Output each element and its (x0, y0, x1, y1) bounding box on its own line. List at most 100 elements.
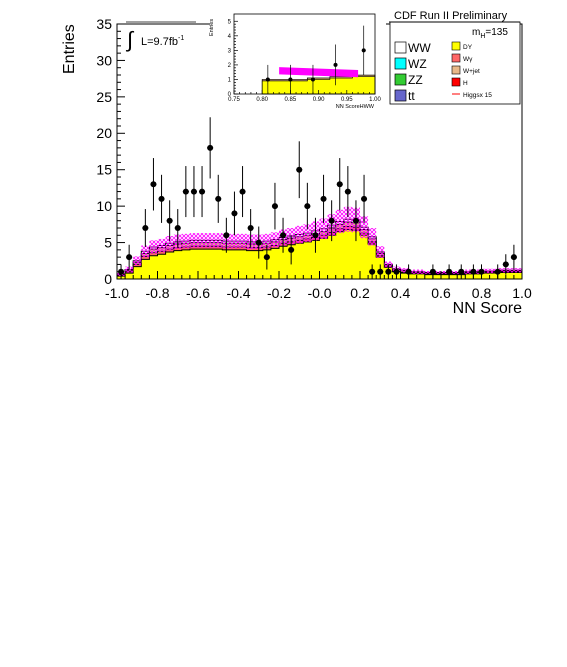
svg-text:L=9.7fb-1: L=9.7fb-1 (141, 35, 184, 48)
uncertainty-bin (230, 233, 239, 249)
uncertainty-bin (198, 233, 207, 248)
uncertainty-bin (489, 268, 498, 274)
x-tick-label: 0.95 (341, 97, 353, 103)
data-point (280, 217, 287, 253)
inset-y-axis: 0 1 2 3 4 5 (228, 19, 238, 98)
uncertainty-bin (181, 233, 190, 249)
uncertainty-bin (376, 246, 385, 258)
uncertainty-bin (206, 233, 215, 248)
legend-entry-higgsx-15: Higgsx 15 (452, 92, 492, 99)
uncertainty-bin (303, 224, 312, 242)
uncertainty-bin (295, 225, 304, 244)
legend-right-column: DY Wγ W+jet H Higgsx 15 (451, 41, 492, 99)
y-axis-label: Entries (61, 24, 78, 74)
y-tick-label: 5 (228, 19, 232, 25)
legend-swatch (451, 65, 461, 75)
uncertainty-bin (481, 268, 490, 274)
uncertainty-bin (157, 238, 166, 253)
legend-entry-tt: tt (394, 89, 415, 103)
y-tick-label: 3 (228, 48, 232, 54)
uncertainty-bin (384, 261, 393, 268)
data-point (328, 200, 335, 242)
uncertainty-bin (513, 268, 522, 273)
data-point (182, 166, 189, 218)
x-tick-label: 0.8 (472, 285, 492, 301)
uncertainty-bin (189, 233, 198, 248)
mass-label: m (472, 27, 480, 38)
luminosity-label: ∫ L=9.7fb-1 (125, 21, 196, 52)
inset-plot-frame (233, 13, 376, 95)
data-point (263, 244, 270, 270)
uncertainty-bin (165, 236, 174, 251)
legend-entry-h: H (451, 77, 468, 87)
y-tick-label: 0 (228, 92, 232, 98)
uncertainty-bin (335, 209, 344, 234)
x-tick-label: -0.2 (267, 285, 291, 301)
uncertainty-bin (319, 218, 328, 239)
legend-label: H (463, 80, 468, 87)
uncertainty-bin (270, 232, 279, 247)
data-point (271, 182, 278, 230)
data-point (288, 64, 293, 94)
integral-symbol: ∫ (125, 27, 135, 52)
uncertainty-bin (465, 269, 474, 274)
uncertainty-bin (149, 240, 158, 254)
x-tick-label: 0.90 (313, 97, 325, 103)
data-point (231, 191, 238, 236)
uncertainty-bin (141, 245, 150, 258)
data-point (158, 174, 165, 223)
x-tick-label: -0.4 (226, 285, 250, 301)
y-tick-label: 15 (96, 162, 112, 178)
luminosity-exponent: -1 (178, 35, 184, 42)
data-points (118, 117, 517, 279)
legend-left-column: WW WZ ZZ tt (394, 41, 431, 103)
uncertainty-bin (424, 270, 433, 274)
data-point (312, 217, 319, 253)
legend-label: Higgsx 15 (463, 92, 492, 99)
data-point (393, 264, 400, 279)
legend-swatch (394, 57, 407, 70)
legend-entry-zz: ZZ (394, 73, 423, 87)
legend-label: WW (408, 41, 431, 55)
data-point (502, 254, 509, 275)
y-tick-label: 4 (228, 34, 232, 40)
uncertainty-bin (133, 256, 142, 266)
x-tick-label: -1.0 (105, 285, 129, 301)
legend-entry-wz: WZ (394, 57, 427, 71)
uncertainty-bin (360, 216, 369, 239)
data-point (361, 25, 366, 76)
y-tick-label: 25 (96, 89, 112, 105)
x-tick-label: 0.85 (285, 97, 297, 103)
y-tick-label: 0 (104, 271, 112, 287)
legend-label: DY (463, 44, 473, 51)
data-point (310, 64, 315, 94)
x-tick-label: 0.75 (228, 97, 240, 103)
inset-x-axis: 0.75 0.80 0.85 0.90 0.95 1.00 (228, 90, 381, 103)
y-tick-label: 10 (96, 198, 112, 214)
data-point (126, 244, 133, 270)
uncertainty-bin (441, 270, 450, 274)
uncertainty-bin (400, 268, 409, 273)
legend-entry-ww: WW (394, 41, 431, 55)
data-point (174, 209, 181, 247)
x-tick-label: 0.6 (431, 285, 451, 301)
uncertainty-bin (262, 233, 271, 249)
data-point (344, 166, 351, 218)
data-point (247, 209, 254, 247)
data-point (199, 166, 206, 218)
svg-text:mH=135: mH=135 (472, 27, 508, 40)
x-tick-label: -0.8 (145, 285, 169, 301)
x-tick-label: 1.00 (369, 97, 381, 103)
data-point (352, 200, 359, 242)
data-point (296, 141, 303, 199)
data-point (458, 264, 465, 279)
y-tick-label: 2 (228, 63, 232, 69)
data-point (369, 264, 376, 279)
legend-label: Wγ (463, 56, 473, 63)
x-axis: -1.0 -0.8 -0.6 -0.4 -0.2 -0.0 0.2 0.4 0.6 0.8 1.0 (105, 271, 532, 301)
inset-data-points (265, 25, 366, 94)
data-point (255, 226, 262, 259)
y-tick-label: 20 (96, 125, 112, 141)
y-tick-label: 30 (96, 52, 112, 68)
uncertainty-bin (416, 269, 425, 274)
